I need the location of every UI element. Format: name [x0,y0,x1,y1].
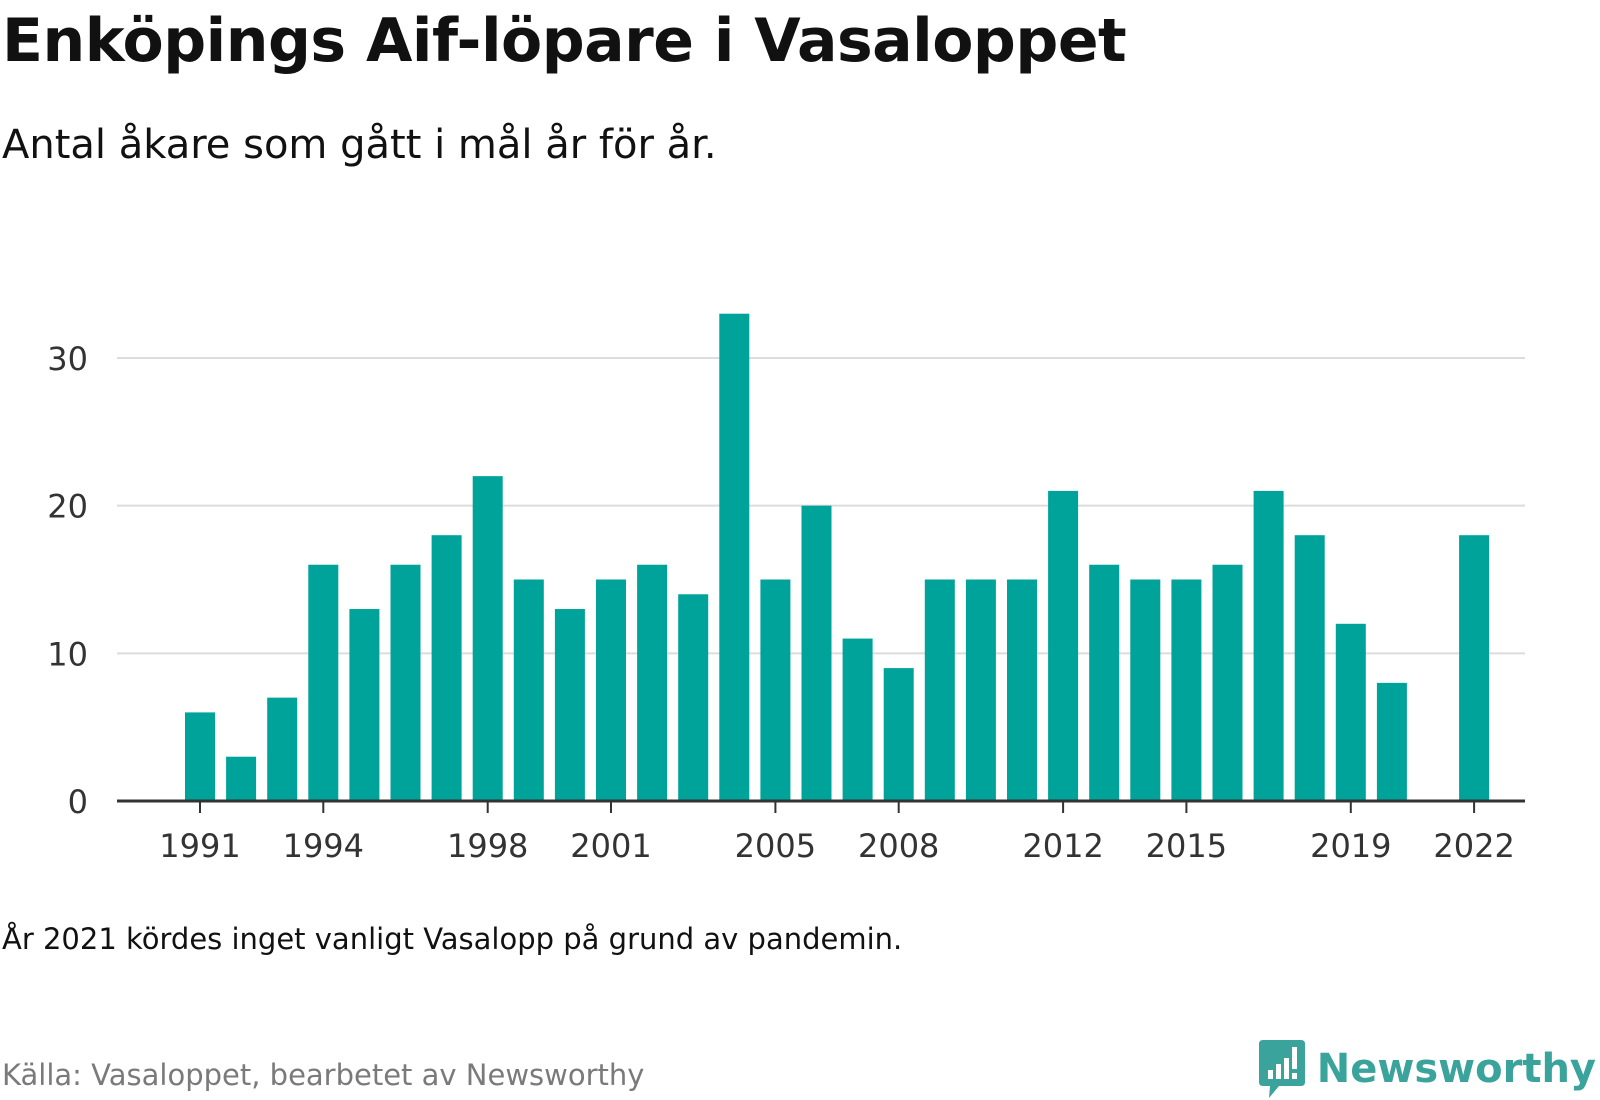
y-tick-label: 30 [47,340,88,378]
bar-2002 [637,564,668,801]
bar-2012 [1048,490,1079,801]
bar-1998 [472,476,503,801]
bars [185,313,1490,801]
chart-subtitle: Antal åkare som gått i mål år för år. [2,122,717,168]
x-tick-label: 2005 [735,827,816,865]
bar-1994 [308,564,339,801]
bar-2000 [554,609,585,801]
x-tick-label: 2015 [1146,827,1227,865]
bar-2013 [1089,564,1120,801]
bar-chart: 0 10 20 30 1991 1994 1998 2001 2005 2008 2012 2015 2… [47,313,1525,865]
x-tick-label: 2012 [1022,827,1103,865]
bar-2015 [1171,579,1202,801]
bar-2003 [678,594,709,801]
bar-2005 [760,579,791,801]
chart-note: År 2021 kördes inget vanligt Vasalopp på… [2,922,903,956]
x-tick-label: 1998 [447,827,528,865]
axes: 0 10 20 30 1991 1994 1998 2001 2005 2008 2012 2015 2… [47,340,1525,865]
y-tick-label: 0 [68,783,88,821]
bar-1996 [390,564,421,801]
bar-2001 [596,579,626,801]
newsworthy-logo-icon [1258,1040,1305,1098]
bar-2020 [1376,682,1407,801]
bar-1992 [226,756,257,801]
bar-2014 [1130,579,1161,801]
bar-2019 [1335,623,1366,801]
bar-1993 [267,697,298,801]
bar-2008 [883,668,914,801]
bar-1999 [513,579,544,801]
bar-2009 [924,579,955,801]
x-tick-label: 1994 [283,827,364,865]
bar-2016 [1212,564,1243,801]
y-tick-label: 10 [47,635,88,673]
bar-2018 [1294,535,1325,801]
bar-2017 [1253,490,1284,801]
bar-2007 [842,638,873,801]
bar-2004 [719,313,750,801]
brand-name: Newsworthy [1316,1046,1596,1092]
x-tick-label: 1991 [159,827,240,865]
x-tick-label: 2022 [1433,827,1514,865]
bar-1997 [431,535,462,801]
bar-1995 [349,609,380,801]
brand-logo: Newsworthy [1257,1038,1596,1100]
source-text: Källa: Vasaloppet, bearbetet av Newswort… [2,1058,645,1092]
chart-title: Enköpings Aif-löpare i Vasaloppet [2,6,1127,76]
bar-2022 [1459,535,1490,801]
bar-2010 [965,579,996,801]
bar-2011 [1007,579,1037,801]
x-tick-label: 2008 [858,827,939,865]
y-tick-label: 20 [47,488,88,526]
bar-2006 [801,505,832,801]
bar-1991 [185,712,215,801]
x-tick-label: 2019 [1310,827,1391,865]
x-tick-label: 2001 [570,827,651,865]
